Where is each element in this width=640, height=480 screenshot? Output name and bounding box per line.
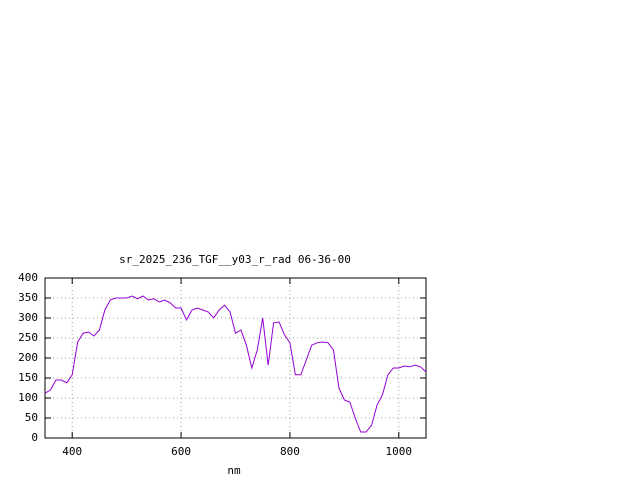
data-line bbox=[44, 295, 427, 433]
y-tick-label: 350 bbox=[18, 291, 38, 304]
y-tick-label: 400 bbox=[18, 271, 38, 284]
y-tick-label: 100 bbox=[18, 391, 38, 404]
x-tick-label: 400 bbox=[62, 445, 82, 458]
x-tick-label: 600 bbox=[171, 445, 191, 458]
chart-title: sr_2025_236_TGF__y03_r_rad 06-36-00 bbox=[119, 253, 351, 266]
y-tick-label: 200 bbox=[18, 351, 38, 364]
x-tick-label: 800 bbox=[280, 445, 300, 458]
plot-frame bbox=[44, 277, 427, 439]
y-tick-label: 250 bbox=[18, 331, 38, 344]
y-tick-label: 50 bbox=[25, 411, 38, 424]
x-tick-label: 1000 bbox=[386, 445, 413, 458]
y-tick-label: 150 bbox=[18, 371, 38, 384]
x-axis-label: nm bbox=[227, 464, 241, 477]
y-tick-label: 0 bbox=[31, 431, 38, 444]
y-tick-label: 300 bbox=[18, 311, 38, 324]
